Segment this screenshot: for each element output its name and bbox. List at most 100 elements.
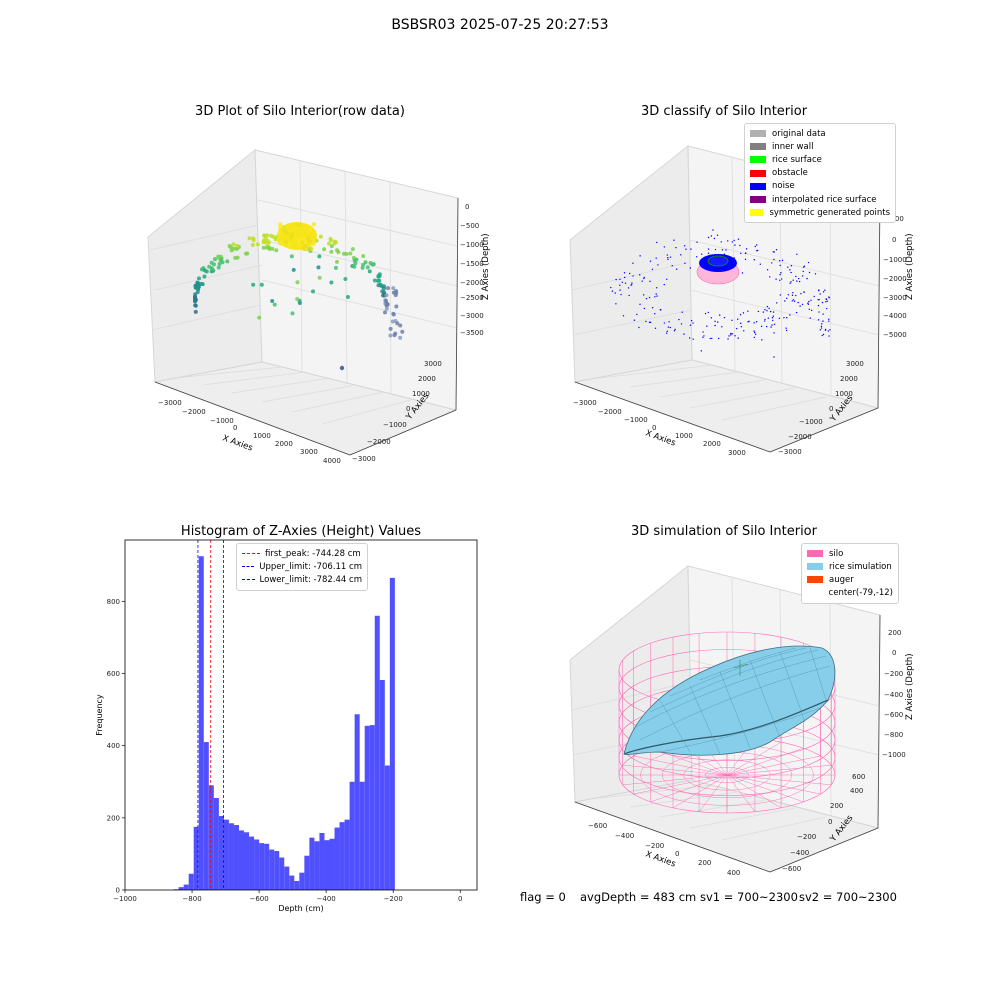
legend-item: auger (807, 573, 893, 586)
histogram-bar (329, 838, 335, 890)
legend-line (242, 553, 260, 555)
z-tick-label: −1500 (460, 260, 484, 268)
histogram-bar (354, 714, 360, 890)
scatter-point (727, 240, 729, 242)
x-tick-label: 3000 (300, 448, 318, 456)
scatter-point (817, 304, 820, 307)
scatter-point (291, 267, 296, 272)
scatter-point (216, 265, 221, 270)
scatter-point (268, 233, 273, 238)
scatter-point (707, 252, 710, 255)
scatter-point (232, 246, 237, 251)
scatter-point (773, 323, 776, 326)
scatter-point (655, 257, 657, 259)
scatter-point (642, 294, 645, 296)
histogram-bar (233, 825, 239, 890)
scatter-point (659, 308, 662, 311)
silo-floor-spoke (726, 755, 821, 776)
scatter-point (745, 248, 748, 250)
histogram-bar (264, 843, 270, 890)
scatter-point (780, 272, 782, 274)
y-tick-label: −1000 (799, 418, 823, 426)
scatter-point (638, 326, 640, 329)
scatter-point (741, 272, 744, 274)
scatter-point (720, 241, 722, 243)
scatter-point (257, 315, 262, 320)
footer-flag: flag = 0 (520, 890, 566, 904)
histogram-bar (203, 742, 209, 890)
y-tick-label: 1000 (835, 390, 853, 398)
scatter-point (731, 333, 733, 335)
scatter-point (828, 318, 830, 320)
scatter-point (809, 317, 811, 319)
legend-label: Lower_limit: -782.44 cm (259, 574, 362, 585)
scatter-point (368, 260, 373, 265)
plot2-z-label: Z Axies (Depth) (905, 233, 915, 300)
scatter-point (770, 326, 772, 328)
scatter-point (785, 327, 787, 329)
scatter-point (711, 337, 713, 339)
scatter-point (713, 237, 716, 240)
histogram-bar (299, 872, 305, 890)
histogram-bar (379, 680, 385, 890)
histogram-bars (173, 556, 395, 890)
scatter-point (680, 323, 683, 325)
legend-label: noise (772, 181, 795, 192)
scatter-point (195, 290, 200, 295)
scatter-point (792, 291, 794, 294)
y-tick-label: −200 (797, 833, 816, 841)
scatter-point (767, 317, 770, 319)
scatter-point (212, 257, 217, 262)
scatter-point (627, 287, 630, 289)
scatter-point (779, 294, 782, 296)
scatter-point (761, 339, 763, 341)
scatter-point (754, 331, 756, 334)
y-tick-label: 0 (828, 818, 832, 826)
plot1-gridlines (149, 159, 458, 425)
legend-swatch (750, 209, 764, 217)
histogram-x-ticks: −1000 −800 −600 −400 −200 0 (113, 890, 462, 903)
histogram-bar (218, 816, 224, 890)
scatter-point (667, 256, 669, 259)
y-tick-label: −3000 (352, 455, 376, 463)
scatter-point (350, 247, 355, 252)
scatter-point (784, 300, 786, 302)
silo-floor-spoke (622, 774, 728, 786)
scatter-point (671, 265, 673, 267)
scatter-point (695, 256, 698, 258)
silo-floor-spoke (633, 774, 728, 795)
histogram-bar (188, 873, 194, 890)
histogram-y-ticks: 0 200 400 600 800 (107, 598, 125, 895)
scatter-point (808, 300, 810, 303)
scatter-point (648, 296, 651, 299)
scatter-point (384, 293, 389, 298)
scatter-point (689, 324, 692, 326)
z-tick-label: −3500 (460, 329, 484, 337)
z-tick-label: 200 (888, 629, 901, 637)
scatter-point (384, 306, 389, 311)
scatter-point (829, 329, 831, 331)
scatter-point (828, 296, 830, 298)
silo-floor-spoke (726, 774, 756, 812)
y-tick-label: 3000 (424, 360, 442, 368)
x-tick-label: −800 (182, 895, 201, 903)
scatter-point (667, 258, 669, 260)
scatter-point (296, 240, 302, 245)
z-tick-label: −500 (460, 222, 479, 230)
scatter-point (773, 258, 775, 261)
scatter-point (747, 321, 749, 323)
scatter-point (619, 284, 621, 286)
scatter-point (231, 242, 236, 247)
scatter-point (394, 304, 399, 309)
scatter-point (702, 336, 704, 338)
scatter-point (734, 244, 736, 246)
scatter-point (825, 301, 827, 303)
scatter-point (822, 333, 825, 336)
scatter-point (822, 291, 825, 293)
scatter-point (270, 298, 275, 303)
scatter-point (706, 325, 708, 327)
histogram-bar (339, 822, 345, 890)
scatter-point (669, 326, 672, 329)
scatter-point (393, 293, 398, 298)
histogram-bar (344, 819, 350, 890)
